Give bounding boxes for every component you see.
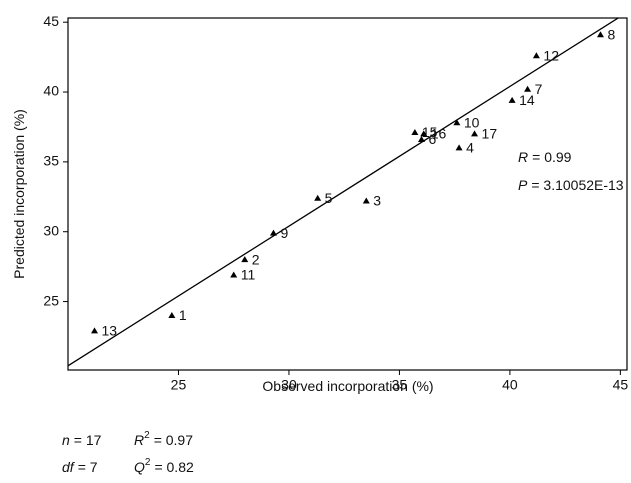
value: = 0.97	[154, 432, 194, 448]
point-label: 5	[325, 190, 333, 206]
stat: R2 = 0.97	[134, 430, 193, 448]
y-tick-label: 35	[43, 153, 59, 169]
value: = 7	[78, 459, 98, 475]
fit-line	[68, 18, 620, 367]
x-tick-label: 45	[613, 376, 629, 392]
point-label: 10	[464, 114, 480, 130]
point	[314, 194, 322, 201]
symbol: R	[518, 149, 528, 165]
point-label: 13	[102, 323, 118, 339]
annotation: R = 0.99	[518, 149, 572, 165]
superscript: 2	[144, 430, 150, 441]
stat: n = 17	[62, 432, 102, 448]
value: = 17	[74, 432, 102, 448]
point	[596, 31, 604, 38]
stat: Q2 = 0.82	[134, 457, 194, 475]
x-tick-label: 35	[392, 376, 408, 392]
point	[420, 130, 428, 137]
annotation: P = 3.10052E-13	[518, 177, 624, 193]
point-label: 4	[466, 140, 474, 156]
plot-frame	[67, 17, 628, 371]
point	[168, 312, 176, 319]
point	[508, 96, 516, 103]
x-tick-label: 30	[281, 376, 297, 392]
point-label: 14	[519, 92, 535, 108]
y-tick-label: 25	[43, 292, 59, 308]
point	[411, 129, 419, 136]
x-tick-label: 40	[502, 376, 518, 392]
point-label: 1	[179, 307, 187, 323]
symbol: Q	[134, 459, 145, 475]
point	[362, 197, 370, 204]
point-label: 2	[252, 251, 260, 267]
point-label: 9	[280, 225, 288, 241]
point	[524, 85, 532, 92]
point-label: 16	[431, 126, 447, 142]
point-label: 11	[241, 267, 256, 283]
y-axis-label: Predicted incorporation (%)	[11, 109, 27, 279]
point	[455, 144, 463, 151]
symbol: n	[62, 432, 70, 448]
x-tick-label: 25	[171, 376, 187, 392]
point	[230, 271, 238, 278]
point	[418, 136, 426, 143]
value: = 0.99	[532, 149, 572, 165]
symbol: R	[134, 432, 144, 448]
point	[269, 229, 277, 236]
point-label: 6	[429, 131, 437, 147]
point	[91, 327, 99, 334]
point-label: 7	[535, 81, 543, 97]
point	[471, 130, 479, 137]
value: = 3.10052E-13	[531, 177, 623, 193]
y-tick-label: 40	[43, 83, 59, 99]
point-label: 12	[543, 47, 559, 63]
stat: df = 7	[62, 459, 98, 475]
superscript: 2	[145, 457, 151, 468]
point-label: 8	[607, 26, 615, 42]
point	[532, 52, 540, 59]
point	[241, 256, 249, 263]
symbol: P	[518, 177, 528, 193]
point-label: 17	[482, 126, 498, 142]
value: = 0.82	[154, 459, 194, 475]
point-label: 3	[373, 193, 381, 209]
y-tick-label: 30	[43, 222, 59, 238]
x-axis-label: Observed incorporation (%)	[262, 378, 433, 394]
point	[453, 119, 461, 126]
y-tick-label: 45	[43, 13, 59, 29]
symbol: df	[62, 459, 76, 475]
